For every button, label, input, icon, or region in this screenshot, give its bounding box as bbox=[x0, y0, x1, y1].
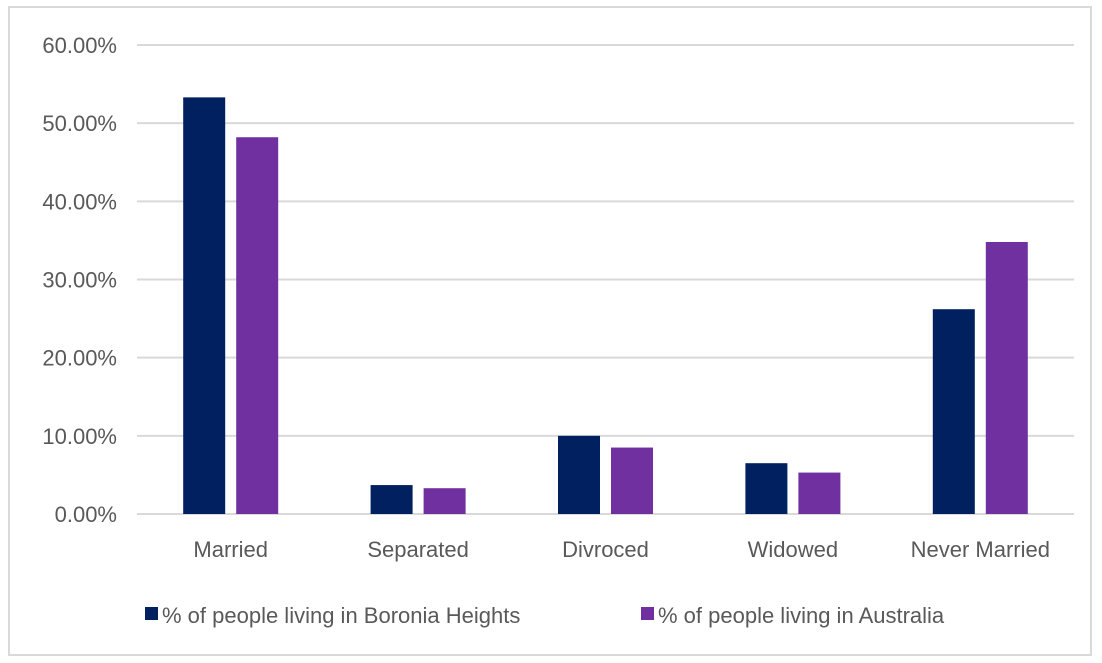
legend-swatch bbox=[145, 607, 158, 620]
gridlines bbox=[137, 44, 1074, 515]
bar-australia bbox=[798, 472, 841, 514]
y-tick-label: 0.00% bbox=[55, 502, 117, 527]
x-category-label: Widowed bbox=[748, 537, 838, 562]
bar-boronia-heights bbox=[183, 97, 226, 514]
bar-boronia-heights bbox=[745, 463, 788, 514]
bars bbox=[183, 97, 1028, 515]
bar-australia bbox=[611, 447, 653, 514]
y-tick-label: 50.00% bbox=[42, 111, 117, 136]
x-axis-categories: Married Separated Divroced Widowed Never Mar… bbox=[193, 537, 1050, 562]
y-tick-label: 10.00% bbox=[42, 424, 117, 449]
y-tick-label: 30.00% bbox=[42, 268, 117, 293]
y-tick-label: 40.00% bbox=[42, 189, 117, 214]
y-tick-label: 20.00% bbox=[42, 346, 117, 371]
bar-boronia-heights bbox=[370, 485, 413, 514]
bar-australia bbox=[236, 137, 279, 514]
bar-boronia-heights bbox=[932, 309, 975, 514]
x-category-label: Separated bbox=[367, 537, 469, 562]
x-category-label: Married bbox=[193, 537, 268, 562]
legend: % of people living in Boronia Heights % o… bbox=[145, 603, 945, 628]
y-axis-ticks: 0.00% 10.00% 20.00% 30.00% 40.00% 50.00% 60.00… bbox=[42, 33, 117, 527]
legend-label: % of people living in Boronia Heights bbox=[162, 603, 520, 628]
legend-label: % of people living in Australia bbox=[658, 603, 945, 628]
x-category-label: Divroced bbox=[562, 537, 649, 562]
bar-australia bbox=[423, 488, 466, 514]
y-tick-label: 60.00% bbox=[42, 33, 117, 58]
legend-swatch bbox=[641, 607, 654, 620]
bar-australia bbox=[985, 241, 1028, 515]
bar-boronia-heights bbox=[558, 435, 600, 514]
x-category-label: Never Married bbox=[911, 537, 1050, 562]
